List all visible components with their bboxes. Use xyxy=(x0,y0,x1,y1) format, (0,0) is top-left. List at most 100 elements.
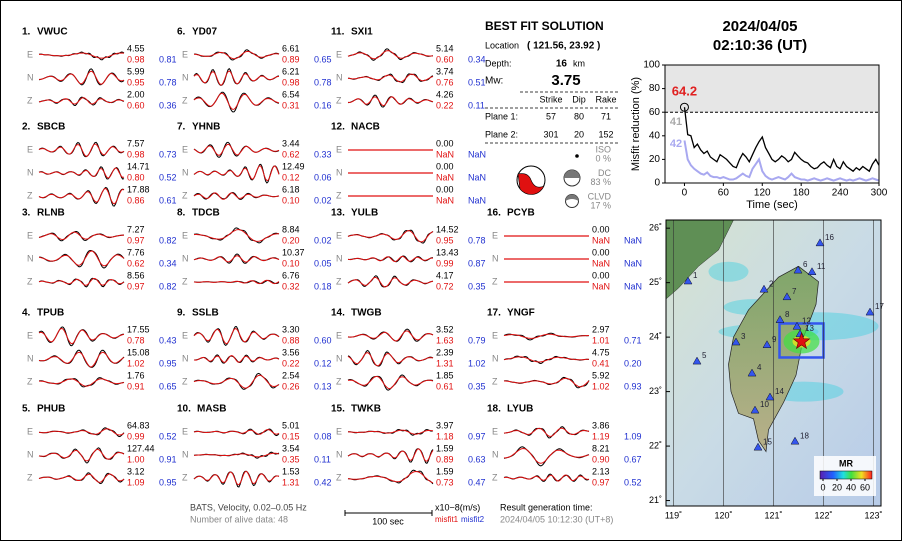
component-label: Z xyxy=(492,376,498,386)
misfit1: 0.62 xyxy=(127,258,145,268)
amplitude: 6.18 xyxy=(282,184,300,194)
component-name: DC xyxy=(598,168,611,178)
amplitude: 3.74 xyxy=(436,66,454,76)
amplitude: 1.59 xyxy=(436,466,454,476)
y-tick-label: 80 xyxy=(649,83,661,94)
waveform-synthetic xyxy=(38,97,125,105)
amplitude: 10.37 xyxy=(282,247,305,257)
plane-value: 57 xyxy=(546,111,556,121)
y-tick-label: 0 xyxy=(654,178,660,189)
station-marker xyxy=(683,276,693,285)
map-y-tick-label: 23˚ xyxy=(649,386,662,396)
waveform-synthetic xyxy=(347,376,434,390)
waveform-synthetic xyxy=(347,448,434,462)
misfit1: 0.99 xyxy=(127,431,145,441)
component-label: E xyxy=(336,426,342,436)
component-label: N xyxy=(27,167,34,177)
misfit1: 0.97 xyxy=(592,477,610,487)
waveform-synthetic xyxy=(193,165,280,182)
plane-value: 152 xyxy=(598,129,613,139)
x-tick-label: 180 xyxy=(793,188,810,199)
station-label: 13 xyxy=(805,324,814,333)
station-label: 6 xyxy=(803,260,808,269)
best-fit-title: BEST FIT SOLUTION xyxy=(485,19,604,33)
peak-label: 64.2 xyxy=(672,84,697,99)
waveform-synthetic xyxy=(504,427,590,437)
component-label: Z xyxy=(182,472,188,482)
epicenter xyxy=(792,332,811,350)
y-tick-label: 60 xyxy=(649,107,661,118)
station-number: 6. xyxy=(177,27,186,38)
misfit2: 0.43 xyxy=(159,335,177,345)
waveform-synthetic xyxy=(193,192,280,200)
y-tick-label: 40 xyxy=(649,130,661,141)
component-label: N xyxy=(182,72,189,82)
station-name: MASB xyxy=(197,404,226,415)
amplitude: 8.84 xyxy=(282,224,300,234)
series-label: 42 xyxy=(670,138,682,150)
station-label: 10 xyxy=(760,400,769,409)
waveform-synthetic xyxy=(193,143,280,156)
waveform-synthetic xyxy=(193,470,280,486)
misfit2: 0.71 xyxy=(624,335,642,345)
misfit1: 0.98 xyxy=(282,77,300,87)
station-marker xyxy=(759,284,769,293)
misfit1: 0.99 xyxy=(436,258,454,268)
station-name: TWGB xyxy=(351,308,382,319)
map-x-tick-label: 121˚ xyxy=(764,510,782,520)
misfit1: 0.97 xyxy=(127,235,145,245)
component-label: E xyxy=(27,426,33,436)
misfit2: 0.87 xyxy=(468,258,486,268)
station-label: 15 xyxy=(763,437,772,446)
amplitude: 5.92 xyxy=(592,370,610,380)
station-number: 7. xyxy=(177,122,186,133)
amplitude: 3.97 xyxy=(436,420,454,430)
component-label: N xyxy=(336,449,343,459)
component-label: N xyxy=(492,353,499,363)
misfit2: 0.95 xyxy=(159,358,177,368)
amplitude: 3.52 xyxy=(436,324,454,334)
amplitude: 7.57 xyxy=(127,138,145,148)
waveform-synthetic xyxy=(347,352,434,367)
misfit2: NaN xyxy=(624,258,642,268)
column-header: Rake xyxy=(595,94,616,104)
component-label: N xyxy=(27,449,34,459)
waveform-synthetic xyxy=(39,378,125,387)
station-label: 3 xyxy=(741,332,746,341)
station-marker xyxy=(815,238,825,247)
amplitude: 7.76 xyxy=(127,247,145,257)
waveform-synthetic xyxy=(347,429,434,435)
plane-value: 71 xyxy=(601,111,611,121)
beachball-compression xyxy=(517,173,545,195)
component-label: N xyxy=(492,253,499,263)
component-label: E xyxy=(27,144,33,154)
misfit1: 0.35 xyxy=(282,454,300,464)
component-label: N xyxy=(27,72,34,82)
waveform-synthetic xyxy=(38,143,125,157)
component-label: N xyxy=(182,253,189,263)
misfit1: 0.89 xyxy=(282,54,300,64)
waveform-synthetic xyxy=(38,327,125,345)
component-label: N xyxy=(182,167,189,177)
misfit2: 0.65 xyxy=(314,54,332,64)
misfit1: 1.02 xyxy=(127,358,145,368)
component-label: Z xyxy=(336,276,342,286)
amplitude: 3.30 xyxy=(282,324,300,334)
map-x-tick-label: 123˚ xyxy=(864,510,882,520)
misfit2: 0.06 xyxy=(314,172,332,182)
station-marker xyxy=(775,315,785,323)
column-header: Strike xyxy=(539,94,562,104)
location-label: Location xyxy=(485,40,519,50)
misfit1: 0.12 xyxy=(282,172,300,182)
x-tick-label: 240 xyxy=(832,188,849,199)
amplitude: 4.55 xyxy=(127,43,145,53)
misfit1: 0.10 xyxy=(282,258,300,268)
station-label: 8 xyxy=(785,310,790,319)
misfit1: 0.86 xyxy=(127,195,145,205)
station-name: LYUB xyxy=(507,404,533,415)
misfit2: 0.52 xyxy=(159,172,177,182)
waveform-synthetic xyxy=(38,428,125,436)
station-marker xyxy=(792,321,802,330)
station-label: 1 xyxy=(693,271,698,280)
